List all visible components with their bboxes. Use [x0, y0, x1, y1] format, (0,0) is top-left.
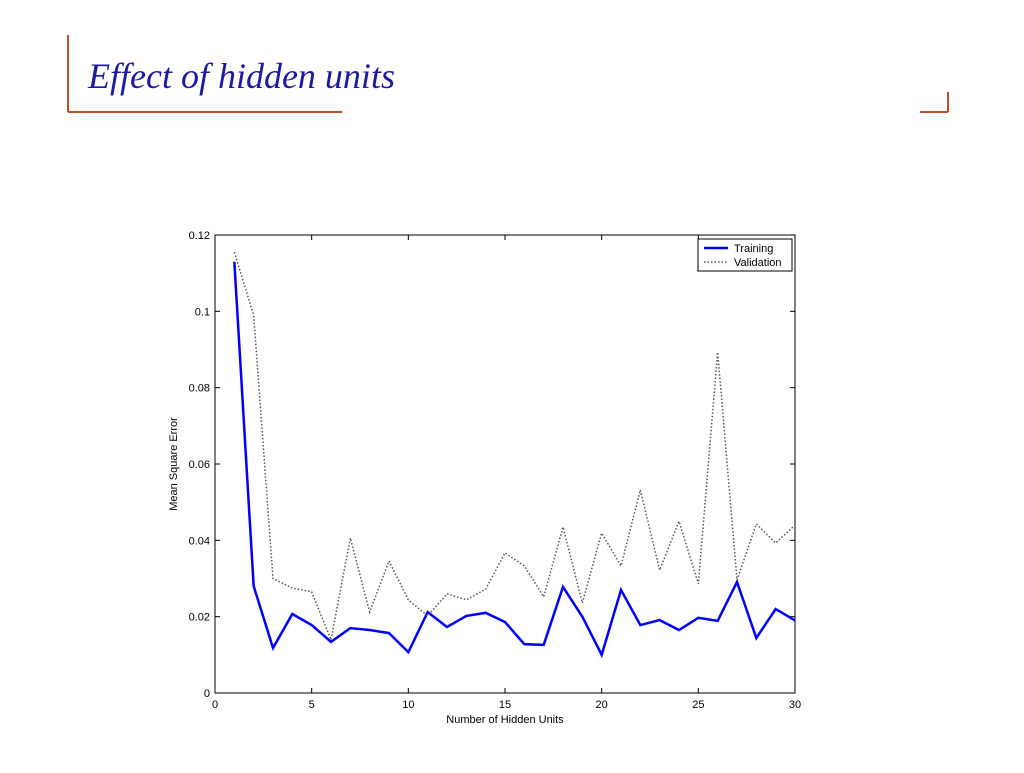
legend-label: Validation — [734, 257, 782, 269]
y-tick-label: 0.08 — [189, 383, 210, 395]
y-tick-label: 0 — [204, 688, 210, 700]
x-tick-label: 5 — [309, 699, 315, 711]
y-tick-label: 0.04 — [189, 535, 210, 547]
y-axis-label: Mean Square Error — [168, 417, 180, 511]
x-axis-label: Number of Hidden Units — [446, 714, 564, 726]
series-line — [233, 261, 796, 659]
plot-frame — [214, 234, 796, 694]
legend-label: Training — [734, 243, 773, 255]
y-tick-label: 0.12 — [189, 230, 210, 242]
y-tick-label: 0.1 — [195, 306, 210, 318]
x-tick-label: 25 — [692, 699, 704, 711]
y-tick-label: 0.06 — [189, 459, 210, 471]
x-tick-label: 15 — [499, 699, 511, 711]
x-tick-label: 20 — [596, 699, 608, 711]
series-line — [233, 251, 796, 643]
x-tick-label: 0 — [212, 699, 218, 711]
y-tick-label: 0.02 — [189, 612, 210, 624]
slide-title: Effect of hidden units — [87, 56, 395, 96]
x-tick-label: 10 — [402, 699, 414, 711]
legend-box — [697, 238, 793, 272]
x-tick-label: 30 — [789, 699, 801, 711]
